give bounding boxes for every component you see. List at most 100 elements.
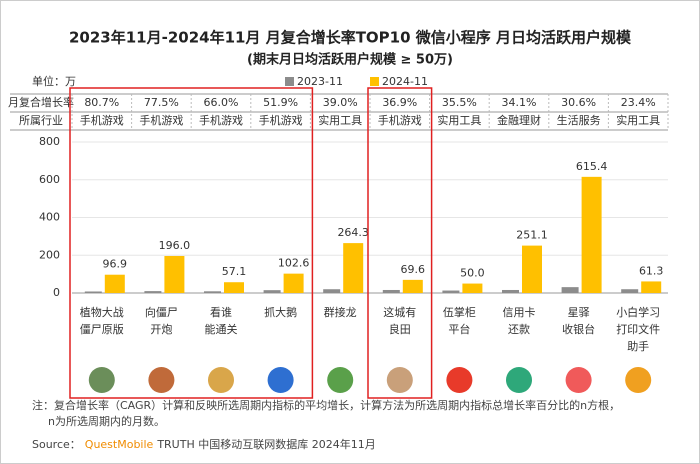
x-tick-label: 助手: [627, 339, 649, 353]
x-tick-label: 僵尸原版: [80, 322, 124, 336]
bar: [502, 289, 519, 293]
industry: 实用工具: [616, 113, 660, 127]
app-icon: [148, 367, 175, 393]
growth-rate: 77.5%: [144, 96, 179, 109]
app-icon: [446, 367, 473, 393]
growth-rate: 39.0%: [323, 96, 358, 109]
bar: [402, 279, 423, 293]
bar: [263, 290, 281, 293]
bar: [144, 291, 162, 293]
bar: [442, 290, 460, 293]
bar: [104, 274, 125, 293]
app-icon: [625, 367, 652, 393]
industry: 手机游戏: [199, 113, 243, 127]
bar: [382, 289, 400, 293]
highlight-box: [367, 87, 433, 399]
app-icon: [88, 367, 115, 393]
growth-rate: 35.5%: [442, 96, 477, 109]
app-icon: [327, 367, 354, 393]
x-tick-label: 伍掌柜: [443, 305, 476, 319]
x-tick-label: 平台: [448, 322, 470, 336]
app-icon: [506, 367, 532, 393]
growth-rate: 30.6%: [561, 96, 596, 109]
x-tick-label: 收银台: [562, 322, 595, 336]
highlight-box: [69, 87, 314, 399]
source-text: TRUTH 中国移动互联网数据库 2024年11月: [156, 437, 375, 451]
bar: [522, 245, 542, 293]
bar: [561, 287, 579, 293]
bar: [621, 289, 639, 293]
x-tick-label: 信用卡: [503, 306, 536, 319]
app-icon: [386, 367, 413, 393]
bar: [581, 176, 602, 293]
industry: 手机游戏: [378, 113, 422, 127]
growth-rate: 23.4%: [621, 96, 656, 109]
bar: [323, 289, 341, 293]
x-tick-label: 还款: [508, 322, 530, 336]
industry: 实用工具: [437, 113, 481, 127]
bar: [204, 291, 221, 293]
value-label: 102.6: [278, 257, 310, 270]
legend-label: 2023-11: [297, 75, 343, 88]
bar: [224, 282, 244, 293]
y-tick-label: 600: [39, 173, 60, 186]
x-tick-label: 植物大战: [80, 305, 124, 319]
industry: 实用工具: [318, 113, 362, 127]
value-label: 50.0: [460, 267, 485, 280]
bar: [283, 273, 304, 293]
industry: 生活服务: [557, 113, 601, 127]
source: Source： QuestMobile TRUTH 中国移动互联网数据库 2024年…: [32, 437, 376, 451]
growth-rate: 34.1%: [502, 96, 537, 109]
value-label: 96.9: [103, 258, 128, 271]
value-label: 69.6: [401, 263, 426, 276]
app-icon: [208, 367, 234, 393]
value-label: 264.3: [337, 226, 369, 239]
x-tick-label: 良田: [389, 322, 411, 336]
x-tick-label: 向僵尸: [145, 305, 178, 319]
x-tick-label: 群接龙: [324, 305, 357, 319]
growth-rate: 51.9%: [263, 96, 298, 109]
source-brand: QuestMobile: [85, 438, 154, 451]
unit-label: 单位：万: [32, 74, 76, 88]
bar: [462, 283, 483, 293]
growth-rate: 80.7%: [84, 96, 119, 109]
chart-title: 2023年11月-2024年11月 月复合增长率TOP10 微信小程序 月日均活…: [69, 29, 632, 47]
x-tick-label: 能通关: [205, 322, 238, 336]
y-tick-label: 400: [39, 211, 60, 224]
value-label: 57.1: [222, 265, 247, 278]
industry: 手机游戏: [139, 113, 183, 127]
value-label: 251.1: [516, 229, 548, 242]
legend-swatch: [285, 77, 294, 86]
bar: [84, 291, 102, 293]
value-label: 196.0: [159, 239, 191, 252]
x-tick-label: 抓大鹅: [264, 305, 297, 319]
growth-rate: 66.0%: [204, 96, 239, 109]
y-tick-label: 800: [39, 135, 60, 148]
x-tick-label: 打印文件: [616, 322, 660, 336]
app-icon: [565, 367, 592, 393]
value-label: 615.4: [576, 160, 608, 173]
industry: 手机游戏: [80, 113, 124, 127]
x-tick-label: 看谁: [210, 305, 232, 319]
x-tick-label: 小白学习: [616, 305, 660, 319]
growth-rate: 36.9%: [382, 96, 417, 109]
app-icon: [267, 367, 294, 393]
bar: [164, 256, 185, 293]
y-tick-label: 200: [39, 248, 60, 261]
industry: 金融理财: [497, 113, 541, 127]
value-label: 61.3: [639, 264, 664, 277]
bar: [641, 281, 662, 293]
legend-label: 2024-11: [382, 75, 428, 88]
row-label: 月复合增长率: [8, 95, 74, 109]
source-label: Source：: [32, 438, 81, 451]
chart-subtitle: (期末月日均活跃用户规模 ≥ 50万): [247, 52, 453, 68]
x-tick-label: 开炮: [150, 323, 172, 336]
x-tick-label: 星驿: [568, 306, 590, 319]
row-label: 所属行业: [19, 114, 63, 127]
note: n为所选周期内的月数。: [48, 414, 165, 428]
industry: 手机游戏: [259, 113, 303, 127]
note: 注：复合增长率（CAGR）计算和反映所选周期内指标的平均增长，计算方法为所选周期…: [32, 398, 620, 412]
x-tick-label: 这城有: [383, 305, 416, 319]
bar: [343, 243, 364, 293]
